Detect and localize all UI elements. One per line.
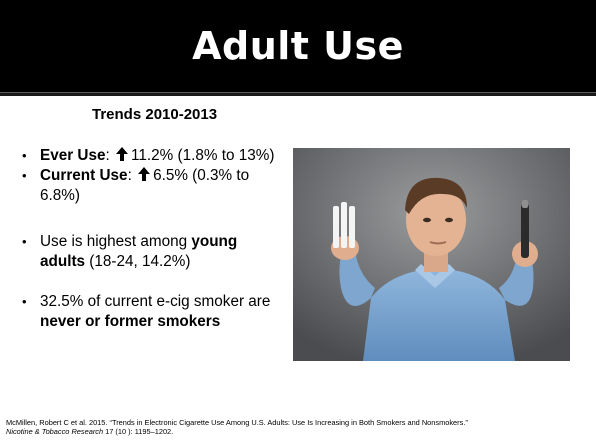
bullet-detail: (0.3% to 6.8%) [40,167,250,204]
bullet-young-adults: • Use is highest among young adults (18-… [22,232,280,272]
bullet-label: Ever Use [40,147,106,164]
man-with-e-cigarette-photo [293,148,570,361]
bullet-current-use: • Current Use: 6.5% (0.3% to 6.8%) [22,166,280,206]
bullet-list: • Ever Use: 11.2% (1.8% to 13%) • Curren… [22,146,280,332]
citation-line-2: Nicotine & Tobacco Research 17 (10 ): 11… [6,427,592,436]
bullet-ever-use: • Ever Use: 11.2% (1.8% to 13%) [22,146,280,166]
slide-title: Adult Use [192,24,404,68]
bullet-dot: • [22,148,27,163]
up-arrow-icon [115,147,128,161]
bullet-value: 6.5% [153,167,188,184]
bullet-text: Use is highest among [40,233,192,250]
citation-line-1: McMillen, Robert C et al. 2015. “Trends … [6,418,468,427]
slide-subtitle: Trends 2010-2013 [92,106,218,123]
title-band: Adult Use [0,0,596,92]
bullet-dot: • [22,294,27,309]
bullet-dot: • [22,168,27,183]
bullet-text: 32.5% of current e-cig smoker are [40,293,271,310]
bullet-detail: (18-24, 14.2%) [85,253,191,270]
separator: : [127,167,132,184]
bullet-never-former: • 32.5% of current e-cig smoker are neve… [22,292,280,332]
photo-illustration [293,148,570,361]
bullet-emphasis: young adults [40,233,238,270]
separator: : [105,147,110,164]
citation: McMillen, Robert C et al. 2015. “Trends … [6,418,592,436]
bullet-dot: • [22,234,27,249]
bullet-label: Current Use [40,167,128,184]
citation-journal: Nicotine & Tobacco Research [6,427,104,436]
bullet-detail: (1.8% to 13%) [173,147,275,164]
bullet-value: 11.2% [130,147,174,164]
citation-details: 17 (10 ): 1195–1202. [103,427,174,436]
bullet-emphasis: never or former smokers [40,313,221,330]
up-arrow-icon [138,167,151,181]
title-divider [0,92,596,96]
